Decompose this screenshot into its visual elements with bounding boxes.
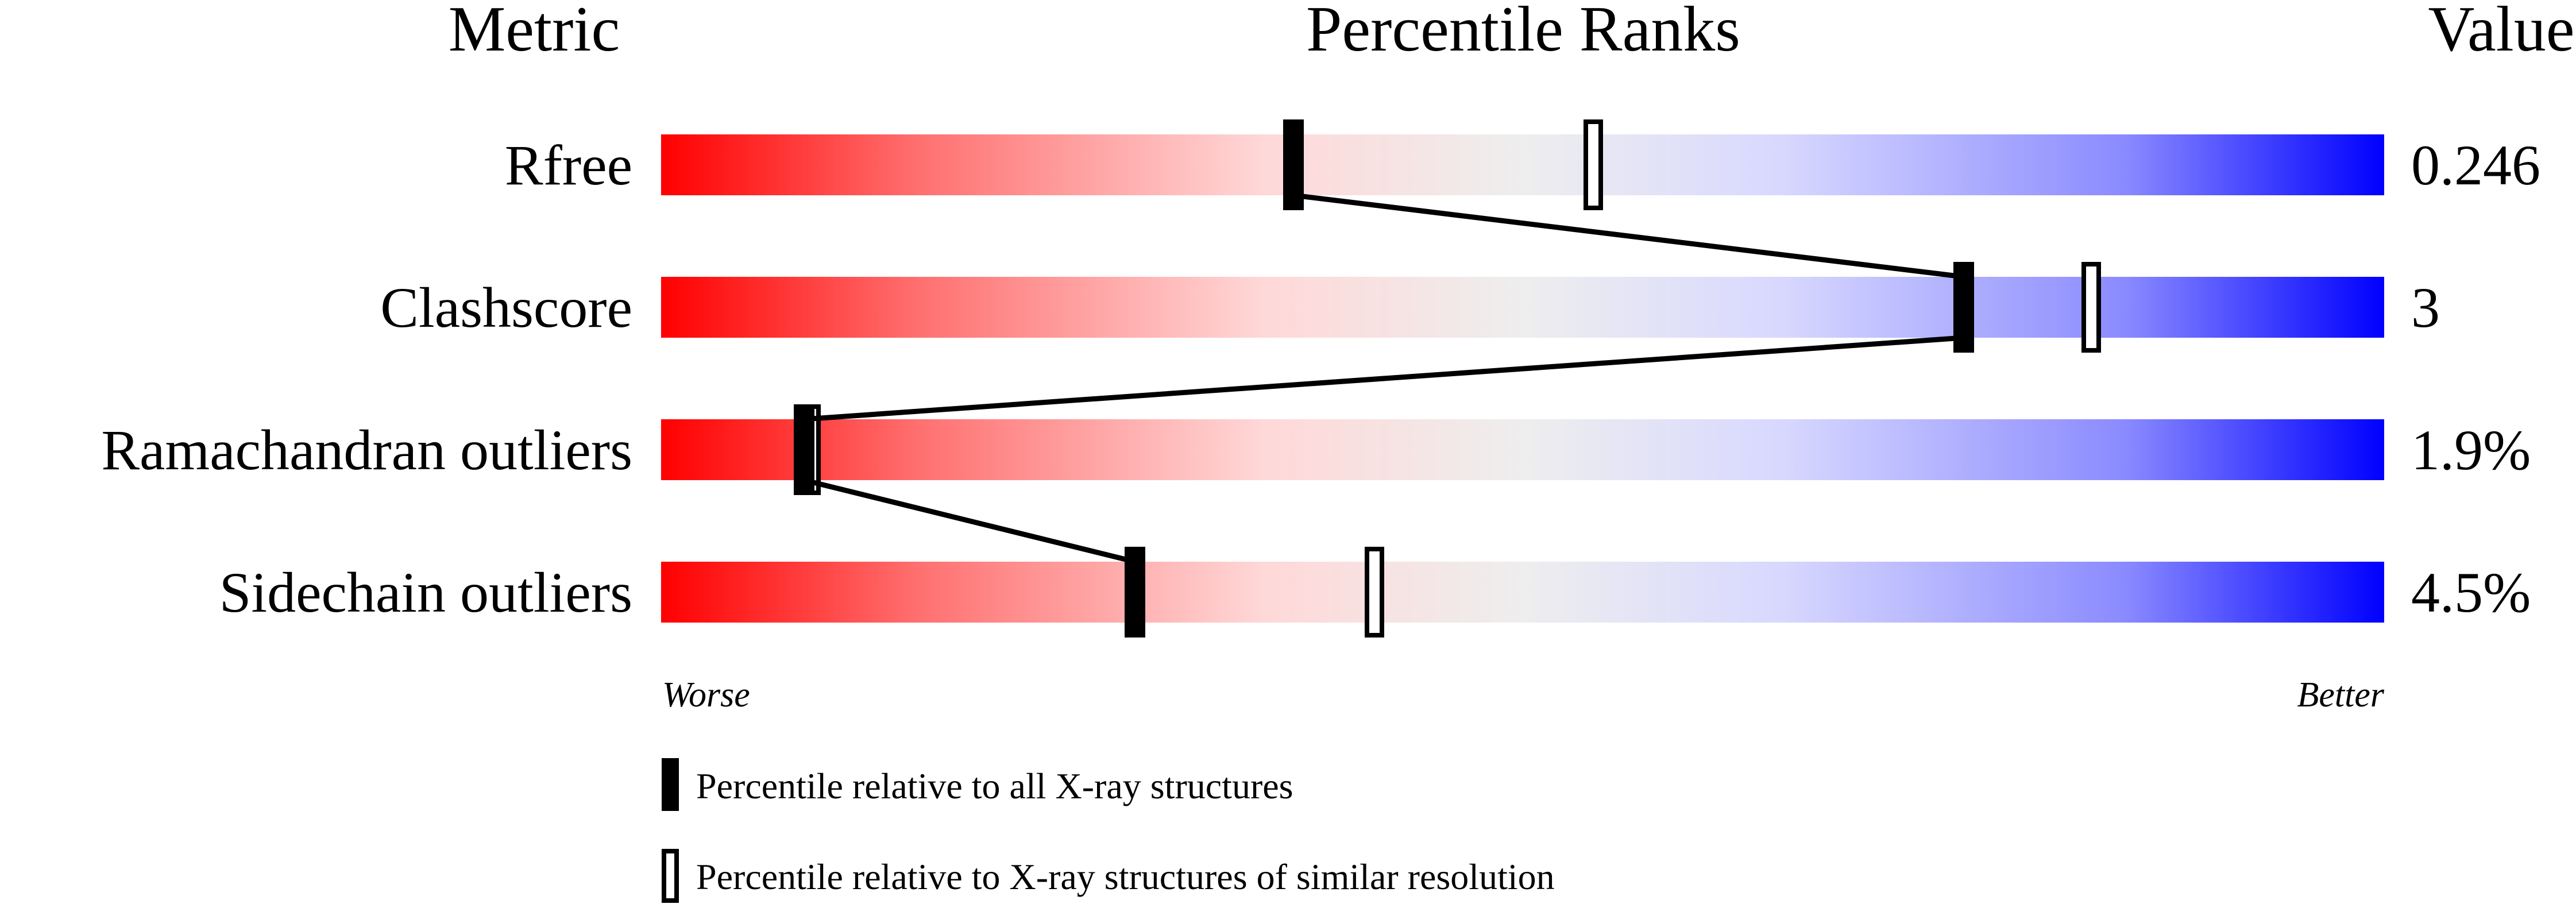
similar-resolution-marker [1365, 547, 1384, 638]
connector-line [1293, 192, 1964, 280]
metric-value: 0.246 [2411, 133, 2540, 197]
worse-label: Worse [662, 675, 750, 714]
similar-resolution-marker [1584, 119, 1603, 210]
connector-line [804, 335, 1964, 422]
legend-similar-label: Percentile relative to X-ray structures … [696, 856, 1555, 897]
metric-label: Clashscore [380, 276, 632, 339]
percentile-bar [661, 134, 2384, 195]
metric-label: Ramachandran outliers [101, 418, 632, 482]
metric-label: Sidechain outliers [219, 561, 632, 624]
legend-similar-marker [662, 849, 679, 903]
metric-value: 4.5% [2411, 561, 2531, 624]
header-metric: Metric [449, 0, 620, 65]
better-label: Better [2297, 675, 2385, 714]
legend-all-marker [662, 758, 679, 811]
metric-value: 1.9% [2411, 418, 2531, 482]
legend-all-label: Percentile relative to all X-ray structu… [696, 766, 1293, 806]
header-percentile-ranks: Percentile Ranks [1306, 0, 1740, 65]
metric-label: Rfree [505, 133, 632, 197]
similar-resolution-marker [2081, 262, 2101, 353]
connector-line [803, 477, 1136, 565]
percentile-bar [661, 419, 2384, 480]
header-value: Value [2428, 0, 2574, 65]
percentile-bar [661, 562, 2384, 623]
metric-value: 3 [2411, 276, 2440, 339]
percentile-bar [661, 277, 2384, 338]
